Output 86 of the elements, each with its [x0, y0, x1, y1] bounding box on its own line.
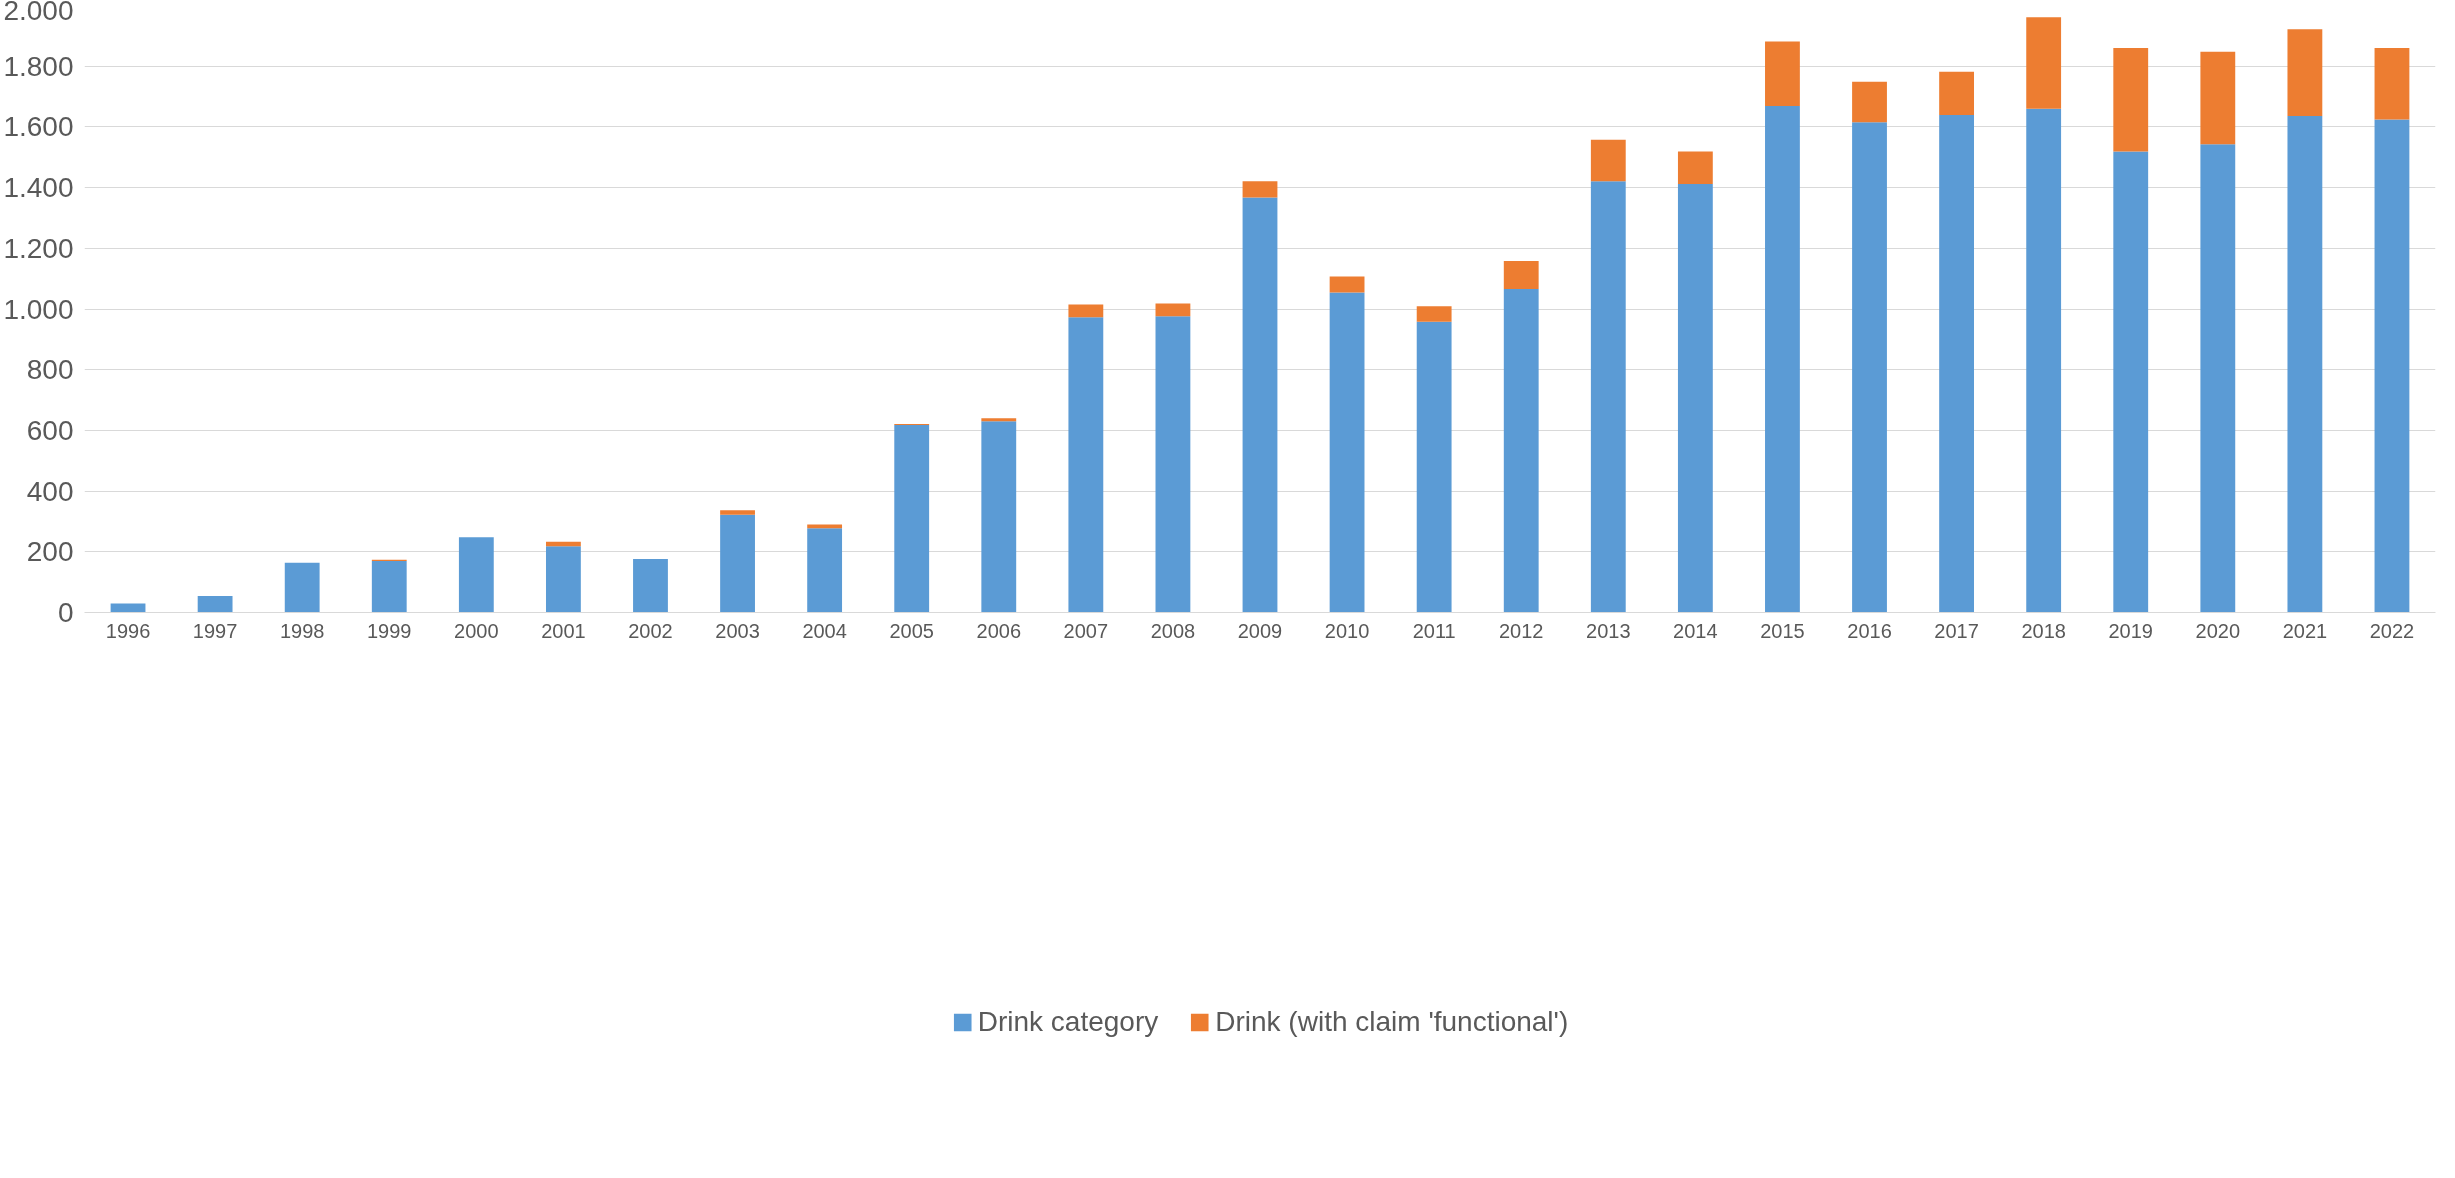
bar: [894, 424, 930, 613]
bar: [1503, 288, 1539, 613]
x-tick-label: 2003: [715, 619, 760, 642]
x-tick-label: 2007: [1063, 619, 1109, 642]
bar: [1155, 303, 1191, 317]
x-tick-label: 2001: [541, 619, 586, 642]
y-tick-label: 1.600: [3, 111, 74, 143]
x-tick-label: 2011: [1412, 619, 1456, 642]
bar: [2374, 119, 2410, 613]
bar: [981, 421, 1017, 613]
x-tick-label: 2021: [2282, 619, 2328, 642]
x-tick-label: 2006: [976, 619, 1022, 642]
y-tick-label: 1.000: [3, 293, 74, 325]
bar: [2113, 151, 2149, 613]
bar: [2374, 47, 2410, 120]
x-tick-label: 2019: [2108, 619, 2153, 642]
bar: [110, 603, 146, 613]
bar: [1503, 261, 1539, 289]
x-tick-label: 2016: [1847, 619, 1892, 642]
bar: [2026, 17, 2062, 109]
bar: [284, 562, 320, 613]
bar: [807, 528, 843, 613]
x-tick-label: 1997: [192, 619, 238, 642]
bar: [371, 560, 407, 613]
y-tick-label: 400: [26, 475, 74, 507]
y-tick-label: 800: [26, 354, 74, 386]
bar: [1852, 122, 1887, 613]
bar: [720, 514, 755, 613]
bar: [981, 418, 1017, 422]
bar: [1068, 317, 1104, 613]
bar: [2026, 108, 2062, 613]
x-tick-label: 2017: [1934, 619, 1979, 642]
bar: [1765, 41, 1800, 106]
y-tick-label: 1.400: [3, 172, 74, 204]
y-tick-label: 1.200: [3, 232, 74, 264]
bar: [720, 510, 755, 515]
y-tick-label: 200: [26, 536, 74, 568]
bar: [197, 596, 233, 613]
x-tick-label: 2010: [1324, 619, 1370, 642]
bar: [1765, 105, 1800, 613]
bar: [2200, 144, 2236, 613]
y-tick-label: 600: [26, 414, 74, 446]
x-tick-label: 2002: [628, 619, 673, 642]
x-tick-label: 2004: [802, 619, 847, 642]
bar: [1068, 304, 1104, 318]
x-tick-label: 2012: [1498, 619, 1544, 642]
bar: [1416, 321, 1452, 613]
legend-label: Drink (with claim 'functional'): [1215, 1006, 1569, 1038]
bar: [633, 559, 668, 613]
x-tick-label: 2005: [889, 619, 934, 642]
bar: [1155, 316, 1191, 613]
legend-label: Drink category: [977, 1006, 1159, 1038]
x-tick-label: 2008: [1150, 619, 1196, 642]
y-tick-label: 2.000: [3, 0, 74, 26]
bar: [1677, 151, 1713, 184]
x-tick-label: 2000: [454, 619, 499, 642]
bar: [1939, 71, 1975, 116]
bar: [2113, 47, 2149, 152]
x-tick-label: 2020: [2195, 619, 2241, 642]
x-tick-label: 2009: [1237, 619, 1283, 642]
x-tick-label: 2022: [2369, 619, 2415, 642]
bar: [1939, 115, 1975, 613]
bar: [1852, 81, 1887, 123]
bar: [1329, 276, 1365, 293]
y-tick-label: 0: [57, 597, 74, 628]
bar: [1677, 183, 1713, 613]
bar: [2287, 29, 2323, 116]
bar: [2200, 51, 2236, 145]
bar: [2287, 115, 2323, 613]
x-tick-label: 1999: [367, 619, 412, 642]
bar: [807, 524, 843, 529]
bar: [1242, 181, 1278, 198]
x-tick-label: 2018: [2021, 619, 2066, 642]
x-tick-label: 2014: [1673, 619, 1718, 642]
bar: [1590, 181, 1626, 613]
bar: [458, 537, 494, 613]
y-tick-label: 1.800: [3, 50, 74, 82]
bar: [1329, 292, 1365, 613]
x-tick-label: 1998: [279, 619, 325, 642]
x-tick-label: 2015: [1760, 619, 1805, 642]
x-tick-label: 2013: [1586, 619, 1631, 642]
bar: [1242, 197, 1278, 613]
bar: [545, 546, 581, 613]
bar: [1416, 306, 1452, 322]
bar: [1590, 139, 1626, 182]
x-tick-label: 1996: [105, 619, 151, 642]
